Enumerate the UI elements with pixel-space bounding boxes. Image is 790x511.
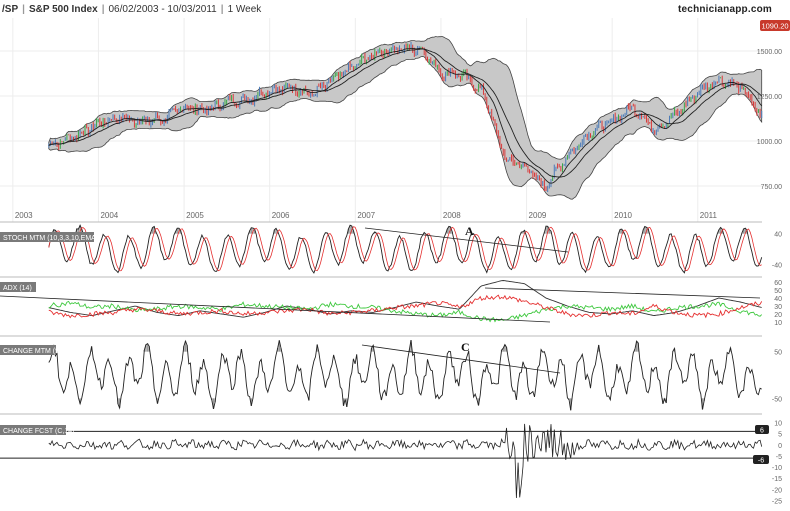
brand-name: technicianapp.com: [678, 4, 772, 15]
adx-trendline-upper: [484, 287, 761, 299]
trendline-c: [361, 344, 561, 374]
change-fcst-y-tick: 0: [778, 443, 782, 450]
level-badge-upper-bg: [755, 425, 769, 434]
stoch-mtm-panel: 40 -40 STOCH MTM (10,3,3,10,EMA) A: [0, 221, 782, 274]
chart-header: /SP | S&P 500 Index | 06/02/2003 - 10/03/201…: [0, 0, 790, 18]
change-fcst-y-tick: -5: [776, 454, 782, 461]
adx-y-tick: 40: [774, 296, 782, 303]
change-mtm-label-bg: [0, 345, 56, 355]
change-fcst-y-tick: 10: [774, 420, 782, 427]
x-tick-label: 2010: [614, 211, 632, 220]
symbol-name: S&P 500 Index: [28, 4, 98, 15]
x-tick-label: 2003: [15, 211, 33, 220]
stoch-y-tick: 40: [774, 232, 782, 239]
x-tick-label: 2011: [700, 211, 718, 220]
annotation-c: C: [461, 340, 470, 354]
moving-average-slow: [48, 48, 763, 178]
stoch-mtm-label: STOCH MTM (10,3,3,10,EMA): [3, 235, 98, 242]
stoch-line: [48, 224, 763, 274]
change-fcst-label-bg: [0, 425, 66, 435]
level-label-lower: -6: [758, 458, 764, 465]
adx-y-tick: 10: [774, 320, 782, 327]
adx-trendline-lower: [0, 295, 551, 323]
last-value-bg: [760, 20, 790, 31]
price-y-tick: 750.00: [761, 184, 783, 191]
change-fcst-y-tick: -20: [772, 487, 782, 494]
price-panel: 1500.00 1250.00 1000.00 750.00 1090.20 2003…: [0, 18, 790, 222]
adx-label-bg: [0, 282, 36, 292]
x-axis: 2003 2004 2005 2006 2007 2008 2009 2010 2011: [15, 211, 718, 220]
symbol-info: /SP | S&P 500 Index | 06/02/2003 - 10/03/201…: [2, 4, 262, 15]
last-value-badge: 1090.20: [760, 20, 790, 31]
interval: 1 Week: [227, 4, 262, 15]
x-tick-label: 2004: [100, 211, 118, 220]
adx-y-tick: 20: [774, 312, 782, 319]
change-fcst-y-tick: 5: [778, 432, 782, 439]
x-tick-label: 2007: [357, 211, 375, 220]
last-value-label: 1090.20: [761, 22, 788, 31]
change-fcst-content: 10 5 0 -5 -10 -15 -20 -25: [0, 413, 782, 506]
change-mtm-line: [48, 339, 762, 411]
adx-y-tick: 50: [774, 288, 782, 295]
x-tick-label: 2008: [443, 211, 461, 220]
level-badge-lower-bg: [753, 455, 769, 464]
stoch-y-tick: -40: [772, 262, 782, 269]
adx-label: ADX (14): [3, 285, 32, 292]
symbol-code: /SP: [2, 4, 19, 15]
moving-average-fast: [48, 47, 763, 184]
level-badge-upper: 6: [755, 425, 769, 435]
change-fcst-y-tick: -10: [772, 465, 782, 472]
x-tick-label: 2006: [272, 211, 290, 220]
change-fcst-y-tick: -25: [772, 499, 782, 506]
annotation-a: A: [465, 224, 474, 238]
stoch-signal-line: [48, 226, 762, 272]
price-y-axis: 1500.00 1250.00 1000.00 750.00: [757, 49, 782, 191]
stoch-mtm-content: 40 -40: [0, 221, 782, 274]
level-badge-lower: -6: [753, 455, 769, 465]
level-label-upper: 6: [760, 428, 764, 435]
bollinger-band: [48, 36, 763, 200]
change-mtm-content: 50 -50: [0, 335, 782, 411]
trendline-a: [364, 227, 569, 253]
change-fcst-y-tick: -15: [772, 476, 782, 483]
adx-y-tick: 30: [774, 304, 782, 311]
adx-y-tick: 60: [774, 280, 782, 287]
stoch-mtm-label-bg: [0, 232, 94, 242]
change-mtm-y-tick: 50: [774, 350, 782, 357]
price-y-tick: 1000.00: [757, 139, 782, 146]
change-fcst-line: [48, 423, 763, 499]
date-range: 06/02/2003 - 10/03/2011: [108, 4, 217, 15]
x-tick-label: 2005: [186, 211, 204, 220]
change-mtm-panel: 50 -50 CHANGE MTM (9) C: [0, 335, 782, 411]
x-tick-label: 2009: [529, 211, 547, 220]
change-fcst-label: CHANGE FCST (C,14): [3, 428, 74, 435]
price-y-tick: 1500.00: [757, 49, 782, 56]
adx-series-line: [48, 300, 763, 323]
adx-series-line: [48, 294, 763, 319]
price-y-tick: 1250.00: [757, 94, 782, 101]
change-mtm-label: CHANGE MTM (9): [3, 348, 61, 355]
change-mtm-y-tick: -50: [772, 396, 782, 403]
